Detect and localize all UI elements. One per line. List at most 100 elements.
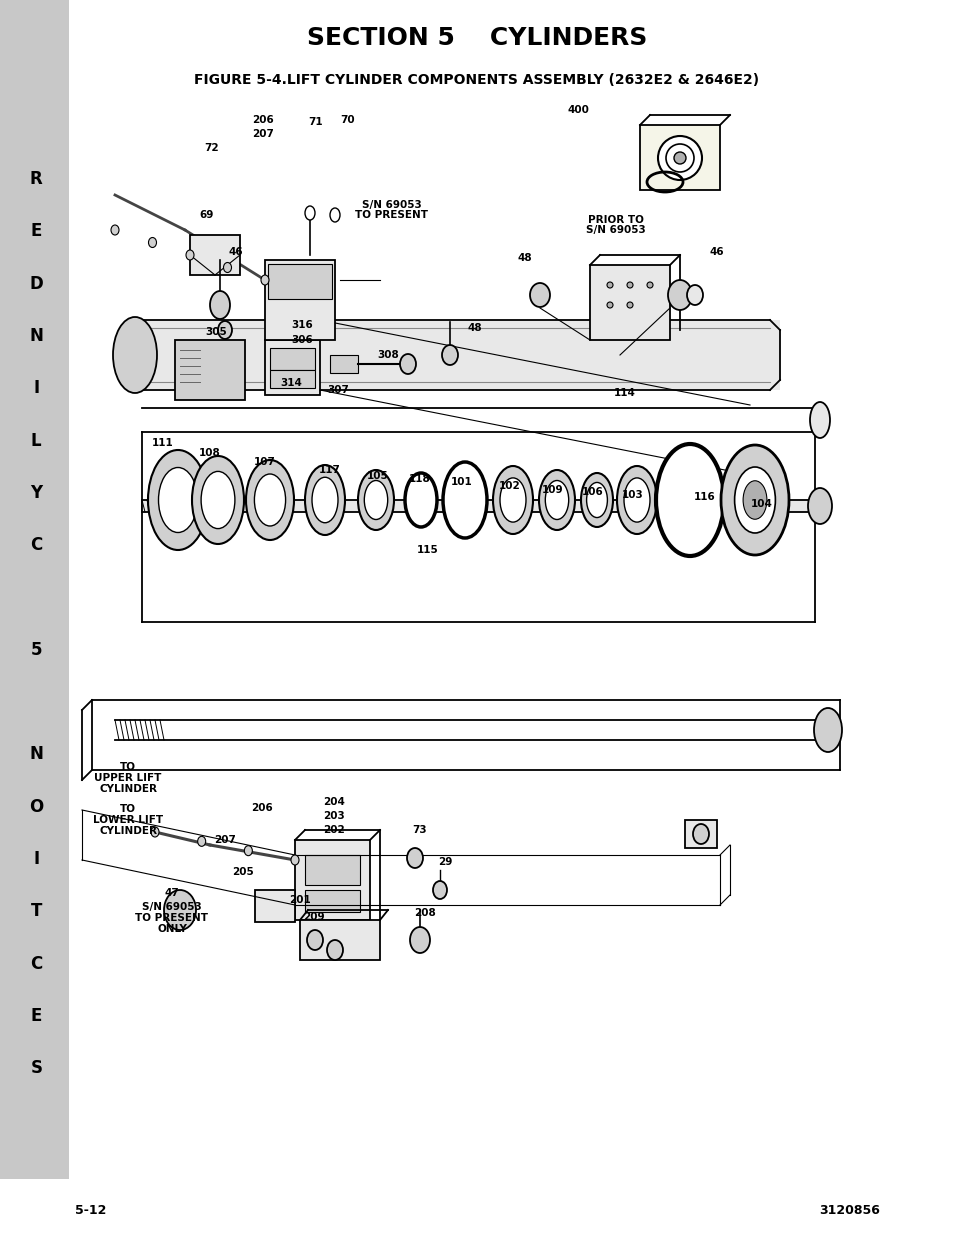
- Ellipse shape: [307, 930, 323, 950]
- Ellipse shape: [410, 927, 430, 953]
- Text: 207: 207: [213, 835, 235, 845]
- Text: 46: 46: [709, 247, 723, 257]
- Bar: [305, 855, 359, 885]
- Ellipse shape: [186, 249, 193, 261]
- Ellipse shape: [667, 280, 691, 310]
- Ellipse shape: [673, 152, 685, 164]
- Ellipse shape: [538, 471, 575, 530]
- Text: 114: 114: [614, 388, 636, 398]
- Ellipse shape: [148, 450, 208, 550]
- Ellipse shape: [606, 282, 613, 288]
- Ellipse shape: [197, 836, 206, 846]
- Ellipse shape: [327, 940, 343, 960]
- Ellipse shape: [158, 468, 197, 532]
- Text: 3120856: 3120856: [819, 1203, 879, 1216]
- Text: 111: 111: [152, 438, 173, 448]
- Text: Y: Y: [30, 484, 42, 501]
- Bar: [174, 340, 245, 400]
- Ellipse shape: [656, 445, 723, 556]
- Ellipse shape: [405, 473, 436, 527]
- Ellipse shape: [201, 472, 234, 529]
- Ellipse shape: [617, 466, 657, 534]
- Text: O: O: [30, 798, 43, 816]
- Bar: [142, 500, 814, 513]
- Ellipse shape: [244, 846, 253, 856]
- Ellipse shape: [399, 354, 416, 374]
- Bar: [589, 266, 669, 340]
- Text: 308: 308: [376, 350, 398, 359]
- Bar: [270, 348, 314, 370]
- Text: 5-12: 5-12: [75, 1203, 107, 1216]
- Text: N: N: [30, 746, 43, 763]
- Bar: [254, 890, 294, 923]
- Ellipse shape: [218, 321, 232, 338]
- Text: 72: 72: [205, 143, 219, 153]
- Text: 314: 314: [280, 378, 301, 388]
- Text: 209: 209: [303, 911, 324, 923]
- Text: T: T: [30, 903, 42, 920]
- Text: R: R: [30, 170, 43, 188]
- Bar: [330, 354, 357, 373]
- Ellipse shape: [658, 136, 701, 180]
- Text: I: I: [33, 379, 39, 398]
- Text: 202: 202: [323, 825, 345, 835]
- Ellipse shape: [111, 225, 119, 235]
- Text: 316: 316: [291, 320, 313, 330]
- Text: I: I: [33, 850, 39, 868]
- Text: 101: 101: [451, 477, 473, 487]
- Text: 206: 206: [252, 115, 274, 125]
- Text: 116: 116: [694, 492, 715, 501]
- Ellipse shape: [364, 480, 387, 520]
- Text: 204: 204: [323, 797, 345, 806]
- Ellipse shape: [545, 480, 568, 520]
- Ellipse shape: [312, 477, 337, 522]
- Text: S/N 69053
TO PRESENT
ONLY: S/N 69053 TO PRESENT ONLY: [135, 903, 209, 934]
- Ellipse shape: [164, 890, 195, 930]
- Text: S: S: [30, 1060, 42, 1077]
- Text: 206: 206: [251, 803, 273, 813]
- Text: 69: 69: [199, 210, 214, 220]
- Bar: [265, 340, 319, 395]
- Ellipse shape: [223, 263, 232, 273]
- Bar: [135, 320, 780, 390]
- Text: 107: 107: [253, 457, 275, 467]
- Text: TO
UPPER LIFT
CYLINDER: TO UPPER LIFT CYLINDER: [94, 762, 161, 794]
- Text: 104: 104: [750, 499, 772, 509]
- Ellipse shape: [580, 473, 613, 527]
- Ellipse shape: [151, 827, 159, 837]
- Text: 307: 307: [327, 385, 349, 395]
- Ellipse shape: [305, 466, 345, 535]
- Ellipse shape: [623, 478, 649, 522]
- Ellipse shape: [441, 345, 457, 366]
- Text: E: E: [30, 222, 42, 241]
- Ellipse shape: [210, 291, 230, 319]
- Bar: [268, 264, 332, 299]
- Ellipse shape: [692, 824, 708, 844]
- Text: TO
LOWER LIFT
CYLINDER: TO LOWER LIFT CYLINDER: [92, 804, 163, 836]
- Text: 108: 108: [199, 448, 221, 458]
- Text: 70: 70: [340, 115, 355, 125]
- Ellipse shape: [433, 881, 447, 899]
- Bar: [305, 890, 359, 911]
- Ellipse shape: [499, 478, 525, 522]
- Ellipse shape: [330, 207, 339, 222]
- Text: 73: 73: [413, 825, 427, 835]
- Text: C: C: [30, 536, 42, 555]
- Bar: [639, 125, 720, 190]
- Text: 109: 109: [541, 485, 563, 495]
- Text: C: C: [30, 955, 42, 973]
- Ellipse shape: [807, 488, 831, 524]
- Text: 102: 102: [498, 480, 520, 492]
- Ellipse shape: [407, 848, 422, 868]
- Text: 48: 48: [517, 253, 532, 263]
- Text: 46: 46: [229, 247, 243, 257]
- Text: E: E: [30, 1007, 42, 1025]
- Ellipse shape: [686, 285, 702, 305]
- Text: S/N 69053
TO PRESENT: S/N 69053 TO PRESENT: [355, 200, 428, 220]
- Bar: [0, 0, 69, 1179]
- Ellipse shape: [530, 283, 550, 308]
- Text: 305: 305: [205, 327, 227, 337]
- Ellipse shape: [606, 303, 613, 308]
- Text: FIGURE 5-4.LIFT CYLINDER COMPONENTS ASSEMBLY (2632E2 & 2646E2): FIGURE 5-4.LIFT CYLINDER COMPONENTS ASSE…: [194, 73, 759, 86]
- Ellipse shape: [246, 459, 294, 540]
